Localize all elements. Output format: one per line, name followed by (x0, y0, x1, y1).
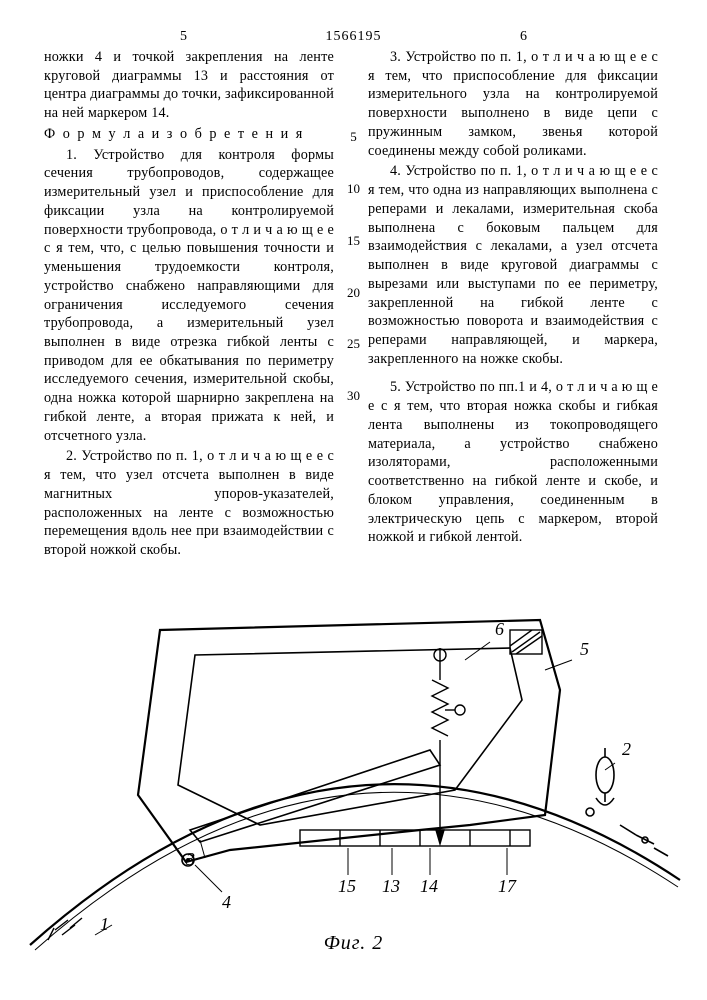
fig-label-1: 1 (100, 914, 109, 934)
claim-1: 1. Устройство для контроля формы сечения… (44, 146, 334, 446)
page-number-right: 6 (520, 28, 527, 46)
claim-3: 3. Устройство по п. 1, о т л и ч а ю щ е… (368, 48, 658, 160)
fig-label-2: 2 (622, 739, 631, 759)
claim-5: 5. Устройство по пп.1 и 4, о т л и ч а ю… (368, 378, 658, 547)
figure-2: 1 2 3 4 5 6 13 14 15 17 (0, 530, 707, 960)
document-number: 1566195 (326, 28, 382, 46)
claim-4: 4. Устройство по п. 1, о т л и ч а ю щ е… (368, 162, 658, 368)
two-column-text: ножки 4 и точкой закрепления на ленте кр… (44, 48, 663, 562)
patent-page: { "header": { "page_left": "5", "page_ri… (0, 0, 707, 1000)
fig-label-15: 15 (338, 876, 356, 896)
right-column: 3. Устройство по п. 1, о т л и ч а ю щ е… (368, 48, 658, 562)
page-number-left: 5 (180, 28, 187, 46)
figure-svg: 1 2 3 4 5 6 13 14 15 17 (0, 530, 707, 960)
intro-paragraph: ножки 4 и точкой закрепления на ленте кр… (44, 48, 334, 123)
figure-caption: Фиг. 2 (324, 930, 384, 956)
left-column: ножки 4 и точкой закрепления на ленте кр… (44, 48, 334, 562)
fig-label-6: 6 (495, 619, 504, 639)
fig-label-4: 4 (222, 892, 231, 912)
fig-label-5: 5 (580, 639, 589, 659)
fig-label-3: 3 (185, 849, 195, 869)
fig-label-17: 17 (498, 876, 517, 896)
fig-label-14: 14 (420, 876, 438, 896)
claims-heading: Ф о р м у л а и з о б р е т е н и я (44, 125, 334, 144)
fig-label-13: 13 (382, 876, 400, 896)
